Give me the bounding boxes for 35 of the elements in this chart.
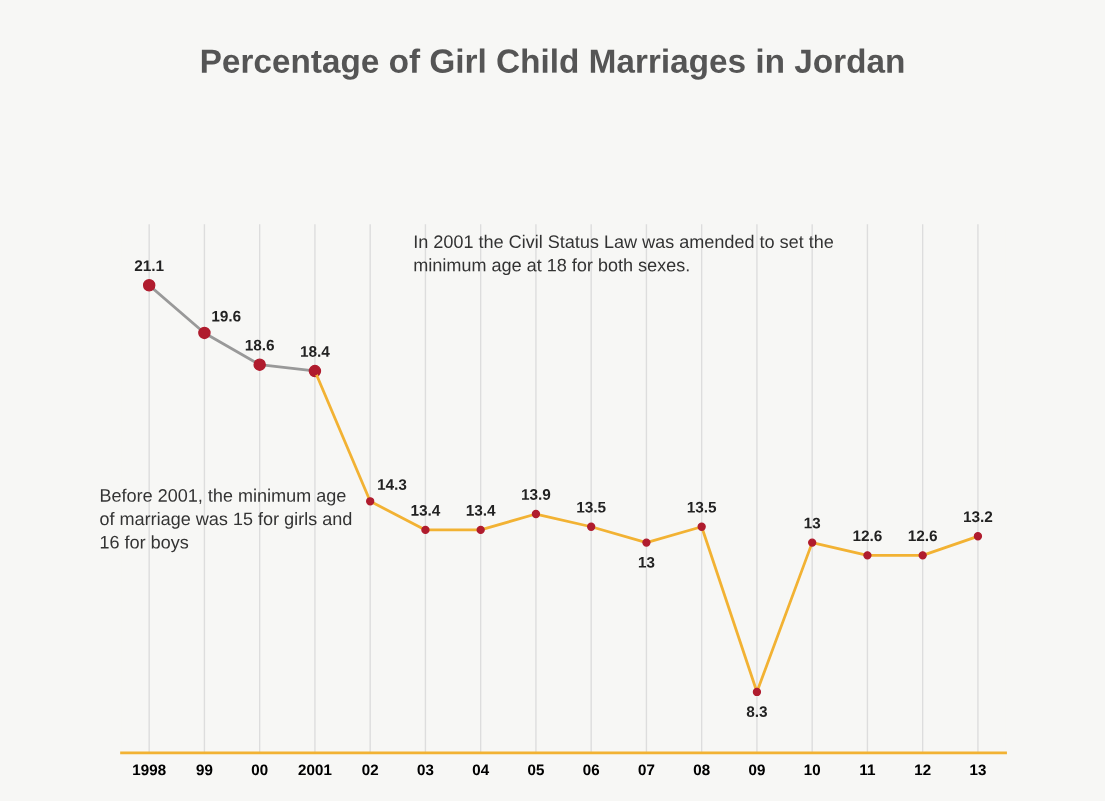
- data-label: 13.5: [687, 501, 717, 513]
- data-label: 12.6: [853, 530, 882, 542]
- x-tick-label: 99: [196, 764, 213, 776]
- data-label: 13.4: [466, 504, 496, 516]
- data-label: 18.6: [245, 339, 274, 351]
- chart-title: Percentage of Girl Child Marriages in Jordan: [201, 48, 904, 80]
- data-label: 13.4: [411, 504, 441, 516]
- data-label: 13: [638, 556, 655, 568]
- data-label: 12.6: [908, 530, 937, 542]
- data-label: 19.6: [212, 310, 241, 322]
- x-tick-label: 05: [528, 764, 544, 776]
- data-label: 13.5: [577, 501, 606, 513]
- data-label: 13.9: [522, 489, 551, 500]
- annotation: Before 2001, the minimum age of marriage was 15 for girls and 16 for boys: [100, 488, 352, 553]
- x-tick-label: 13: [970, 764, 986, 776]
- data-label: 18.4: [301, 346, 330, 357]
- text: In 2001 the Civil Status Law was amended to set the minimum age at 18 for both sexes.: [414, 234, 834, 276]
- data-label: 8.3: [746, 706, 767, 718]
- x-tick-label: 03: [417, 764, 434, 776]
- x-tick-label: 00: [251, 764, 268, 776]
- x-tick-label: 09: [749, 764, 765, 776]
- x-tick-label: 2001: [298, 764, 332, 776]
- data-label: 21.1: [134, 260, 164, 271]
- x-tick-label: 02: [362, 764, 379, 776]
- data-label: 14.3: [378, 479, 407, 490]
- x-tick-label: 04: [472, 764, 490, 776]
- x-tick-label: 06: [583, 764, 600, 776]
- x-tick-label: 08: [693, 764, 710, 776]
- x-tick-label: 12: [915, 764, 931, 776]
- x-tick-label: 10: [804, 764, 821, 776]
- x-tick-label: 11: [860, 764, 876, 776]
- x-tick-label: 07: [638, 764, 655, 776]
- x-tick-label: 1998: [133, 764, 166, 776]
- data-label: 13: [804, 517, 821, 529]
- data-label: 13.2: [964, 511, 993, 523]
